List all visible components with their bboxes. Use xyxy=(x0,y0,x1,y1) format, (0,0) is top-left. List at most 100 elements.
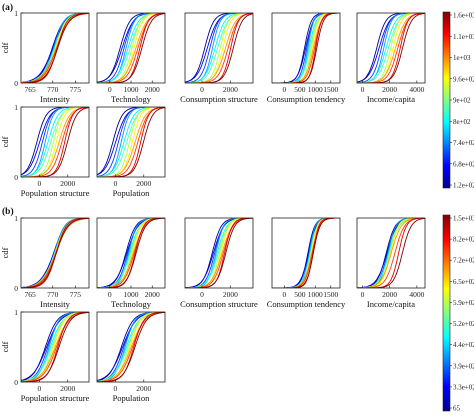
x-axis-label: Intensity xyxy=(40,94,70,104)
cdf-curve xyxy=(97,13,165,83)
colorbar-gradient xyxy=(442,11,451,189)
x-axis-label: Population xyxy=(113,188,151,198)
x-tick-label: 765 xyxy=(24,85,36,94)
colorbar-tick-label: 3.9e+02 xyxy=(453,362,474,370)
x-tick-label: 775 xyxy=(70,290,82,299)
cdf-curve xyxy=(97,13,165,83)
y-tick-label: 0 xyxy=(14,173,18,182)
cdf-curve xyxy=(97,13,165,83)
cdf-curve xyxy=(185,218,253,288)
cdf-curve xyxy=(21,107,89,177)
y-tick-label: 0 xyxy=(14,378,18,387)
axes-box xyxy=(184,217,254,289)
cdf-curve xyxy=(21,107,89,177)
cdf-curve xyxy=(357,13,425,83)
colorbar-tick-label: 1.5e+03 xyxy=(453,215,474,223)
x-tick-label: 2000 xyxy=(145,85,160,94)
cdf-curve xyxy=(185,218,253,288)
x-tick-label: 2000 xyxy=(136,384,151,393)
x-tick-label: 1500 xyxy=(323,85,338,94)
cdf-curve xyxy=(185,218,253,288)
cdf-curve xyxy=(97,13,165,83)
cdf-curve xyxy=(21,107,89,177)
x-tick-label: 0 xyxy=(38,384,42,393)
cdf-curve xyxy=(97,107,165,177)
cdf-curve xyxy=(185,218,253,288)
cdf-curve xyxy=(97,13,165,83)
x-axis-label: Income/capita xyxy=(367,299,415,309)
cdf-curve xyxy=(21,107,89,176)
cdf-curve xyxy=(185,218,253,288)
cdf-curve xyxy=(185,218,253,288)
x-tick-label: 2000 xyxy=(60,384,75,393)
cdf-curve xyxy=(21,107,89,177)
x-tick-label: 775 xyxy=(70,85,82,94)
cdf-curve xyxy=(97,13,165,83)
cdf-curve xyxy=(97,107,165,177)
x-tick-label: 0 xyxy=(114,384,118,393)
cdf-curve xyxy=(97,107,165,176)
cdf-curve xyxy=(21,107,89,176)
cdf-curve xyxy=(357,13,425,83)
cdf-curve xyxy=(21,218,89,288)
y-tick-label: 0 xyxy=(14,79,18,88)
cdf-curve xyxy=(97,107,165,177)
axes-box xyxy=(20,106,90,178)
cdf-curve xyxy=(21,312,89,382)
y-axis-label: cdf xyxy=(0,247,10,258)
cdf-curve xyxy=(185,218,253,288)
cdf-curve xyxy=(21,13,89,83)
x-tick-label: 0 xyxy=(200,85,204,94)
cdf-curve xyxy=(97,107,165,177)
colorbar-tick-label: 1.2e+02 xyxy=(453,182,474,190)
subplot: 0 2000 0 1 cdf Population structure xyxy=(0,103,90,198)
cdf-curve xyxy=(21,312,89,381)
x-tick-label: 770 xyxy=(47,85,59,94)
cdf-curve xyxy=(357,13,425,83)
x-tick-label: 0 xyxy=(361,290,365,299)
colorbar: 1.6e+03 1.1e+03 1e+03 9.6e+02 9e+02 8e+02 7.4e… xyxy=(442,11,474,190)
x-tick-label: 4000 xyxy=(409,290,424,299)
x-tick-label: 500 xyxy=(294,290,306,299)
cdf-curve xyxy=(21,218,89,288)
colorbar-tick-label: 3.3e+02 xyxy=(453,383,474,391)
x-tick-label: 2000 xyxy=(382,290,397,299)
cdf-curve xyxy=(185,218,253,288)
cdf-curve xyxy=(21,107,89,177)
axes-box xyxy=(96,106,166,178)
colorbar-tick-label: 8.2e+02 xyxy=(453,236,474,244)
colorbar-tick-label: 1.6e+03 xyxy=(453,12,474,20)
x-axis-label: Income/capita xyxy=(367,94,415,104)
x-tick-label: 2000 xyxy=(223,85,238,94)
axes-box xyxy=(356,12,426,84)
y-axis-label: cdf xyxy=(0,42,10,53)
colorbar-tick-label: 1.1e+03 xyxy=(453,33,474,41)
cdf-curve xyxy=(185,13,253,83)
axes-box xyxy=(271,12,341,84)
y-tick-label: 1 xyxy=(14,9,18,18)
x-axis-label: Consumption tendency xyxy=(267,94,346,104)
cdf-curve xyxy=(97,107,165,177)
x-tick-label: 0 xyxy=(108,85,112,94)
colorbar-tick-label: 6.8e+02 xyxy=(453,160,474,168)
cdf-curve xyxy=(185,13,253,83)
colorbar-tick-label: 9e+02 xyxy=(453,97,471,105)
x-tick-label: 765 xyxy=(24,290,36,299)
cdf-curve xyxy=(185,13,253,83)
subplot: 0 2000 0 1 cdf Population structure xyxy=(0,308,90,403)
colorbar-tick-label: 1e+03 xyxy=(453,54,471,62)
cdf-curve xyxy=(185,13,253,83)
x-tick-label: 0 xyxy=(282,85,286,94)
cdf-curve xyxy=(97,107,165,177)
x-tick-label: 4000 xyxy=(409,85,424,94)
x-tick-label: 2000 xyxy=(223,290,238,299)
cdf-curve xyxy=(97,107,165,177)
x-tick-label: 0 xyxy=(114,179,118,188)
cdf-curve xyxy=(357,218,425,288)
x-tick-label: 2000 xyxy=(60,179,75,188)
x-axis-label: Population structure xyxy=(21,188,90,198)
colorbar-gradient xyxy=(442,214,451,412)
cdf-curve xyxy=(185,218,253,288)
cdf-curve xyxy=(97,312,165,382)
